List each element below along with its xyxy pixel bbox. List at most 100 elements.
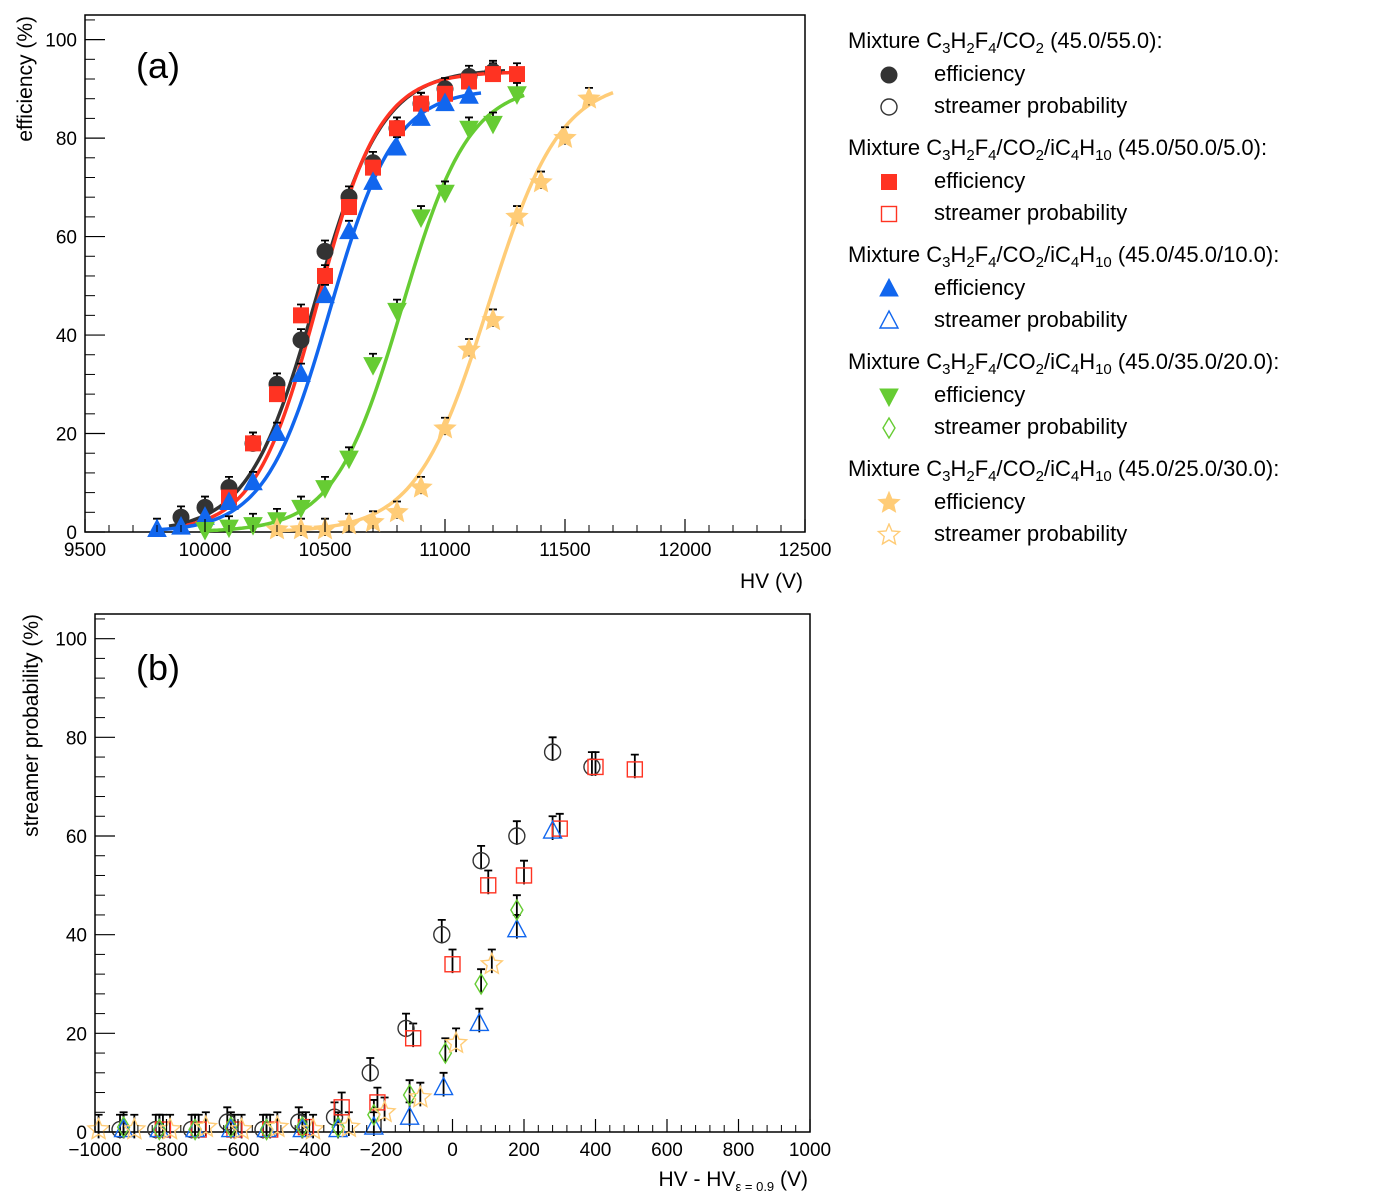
fit-curve-1 (168, 69, 506, 528)
data-point-series-5 (408, 1084, 433, 1108)
legend-group-5: Mixture C3H2F4/CO2/iC4H10 (45.0/25.0/30.… (848, 452, 1376, 550)
data-point-series-2 (485, 66, 501, 83)
formula-subscript: 4 (988, 40, 997, 57)
formula-text: Mixture C (848, 349, 943, 374)
formula-subscript: 2 (1035, 40, 1044, 57)
legend-marker (876, 523, 902, 546)
data-point-series-3 (399, 1105, 420, 1125)
fit-curve-3 (156, 91, 482, 532)
data-point-series-3 (363, 171, 383, 190)
data-point-series-5 (372, 1099, 397, 1123)
data-point-series-5 (457, 337, 481, 360)
formula-text: (45.0/35.0/20.0): (1111, 349, 1280, 374)
data-point-series-4 (483, 115, 503, 135)
formula-text: /iC (1043, 242, 1071, 267)
data-point-series-5 (229, 1116, 254, 1140)
data-point-series-2 (293, 307, 309, 324)
data-point-series-1 (472, 851, 490, 870)
data-point-series-4 (363, 357, 383, 376)
data-point-series-5 (409, 475, 433, 498)
y-tick-label: 60 (56, 228, 77, 249)
legend-entry-label: streamer probability (934, 200, 1128, 225)
formula-subscript: 10 (1095, 468, 1112, 485)
data-point-series-5 (385, 499, 409, 523)
data-point-series-4 (435, 184, 455, 204)
formula-text: (45.0/50.0/5.0): (1111, 135, 1268, 160)
data-point-series-5 (529, 170, 553, 193)
data-point-series-2 (480, 877, 497, 894)
formula-text: /CO (996, 28, 1036, 53)
data-point-series-4 (411, 209, 431, 228)
data-point-series-3 (459, 85, 479, 104)
x-tick-label: 10500 (299, 540, 352, 561)
data-point-series-4 (510, 898, 524, 922)
open-diamond-icon (882, 416, 896, 440)
data-point-series-4 (339, 450, 359, 470)
x-tick-label: 11500 (539, 540, 590, 561)
formula-subscript: 3 (942, 147, 951, 164)
legend-group-title: Mixture C3H2F4/CO2/iC4H10 (45.0/35.0/20.… (848, 345, 1376, 379)
formula-subscript: 4 (1070, 254, 1080, 271)
x-tick-label: 12000 (659, 540, 712, 561)
legend-marker (881, 174, 897, 190)
formula-subscript: 3 (942, 254, 951, 271)
formula-text: H (950, 456, 967, 481)
data-point-series-4 (224, 1115, 238, 1139)
y-tick-label: 20 (66, 1024, 87, 1045)
y-tick-label: 40 (66, 926, 87, 947)
data-point-series-4 (295, 1115, 310, 1139)
filled-triangle-up-icon (879, 277, 899, 297)
formula-text: H (950, 135, 967, 160)
data-point-series-4 (507, 86, 527, 105)
formula-subscript: 10 (1095, 147, 1112, 164)
formula-text: (45.0/55.0): (1043, 28, 1163, 53)
data-point-series-5 (300, 1116, 326, 1140)
legend-marker (878, 309, 900, 329)
data-point-series-2 (515, 867, 533, 884)
formula-subscript: 2 (966, 147, 975, 164)
formula-text: H (950, 349, 967, 374)
formula-subscript: 4 (988, 361, 997, 378)
error-bar (591, 751, 600, 776)
data-point-series-1 (508, 827, 526, 845)
legend-entry-str: streamer probability (848, 411, 1376, 443)
legend-group-1: Mixture C3H2F4/CO2 (45.0/55.0): efficienc… (848, 24, 1376, 122)
legend-group-4: Mixture C3H2F4/CO2/iC4H10 (45.0/35.0/20.… (848, 345, 1376, 443)
data-point-series-3 (506, 918, 528, 938)
legend-entry-label: streamer probability (934, 414, 1128, 439)
data-point-series-4 (459, 120, 479, 140)
formula-subscript: 2 (1035, 254, 1044, 271)
data-point-series-1 (292, 331, 310, 349)
formula-text: /CO (996, 242, 1036, 267)
y-axis-title-b: streamer probability (%) (20, 614, 43, 837)
formula-subscript: 3 (942, 40, 951, 57)
data-point-series-3 (469, 1011, 490, 1032)
formula-text: F (974, 242, 989, 267)
x-axis-title-b-sub: ε = 0.9 (735, 1179, 774, 1194)
x-tick-label: 0 (447, 1140, 458, 1161)
legend-group-title: Mixture C3H2F4/CO2/iC4H10 (45.0/45.0/10.… (848, 238, 1376, 272)
x-axis-title-a: HV (V) (740, 570, 803, 593)
data-point-series-3 (243, 471, 263, 491)
legend-entry-str: streamer probability (848, 90, 1376, 122)
formula-subscript: 3 (942, 468, 951, 485)
legend-marker (880, 98, 898, 116)
formula-subscript: 3 (942, 361, 951, 378)
open-circle-icon (880, 98, 898, 116)
data-point-series-1 (316, 242, 334, 260)
x-axis-title-b: HV - HVε = 0.9 (V) (658, 1168, 808, 1194)
formula-text: F (974, 349, 989, 374)
data-point-series-3 (387, 136, 407, 156)
data-point-series-2 (341, 199, 357, 216)
formula-text: H (1079, 349, 1096, 374)
formula-subscript: 4 (988, 147, 997, 164)
data-point-series-3 (363, 1115, 385, 1135)
legend-entry-str: streamer probability (848, 197, 1376, 229)
data-point-series-4 (438, 1041, 453, 1065)
x-tick-label: 1000 (789, 1140, 831, 1161)
formula-subscript: 4 (988, 468, 997, 485)
data-point-series-1 (361, 1064, 379, 1082)
legend-entry-eff: efficiency (848, 272, 1376, 304)
data-point-series-5 (265, 1114, 290, 1138)
x-tick-label: −400 (288, 1140, 331, 1161)
